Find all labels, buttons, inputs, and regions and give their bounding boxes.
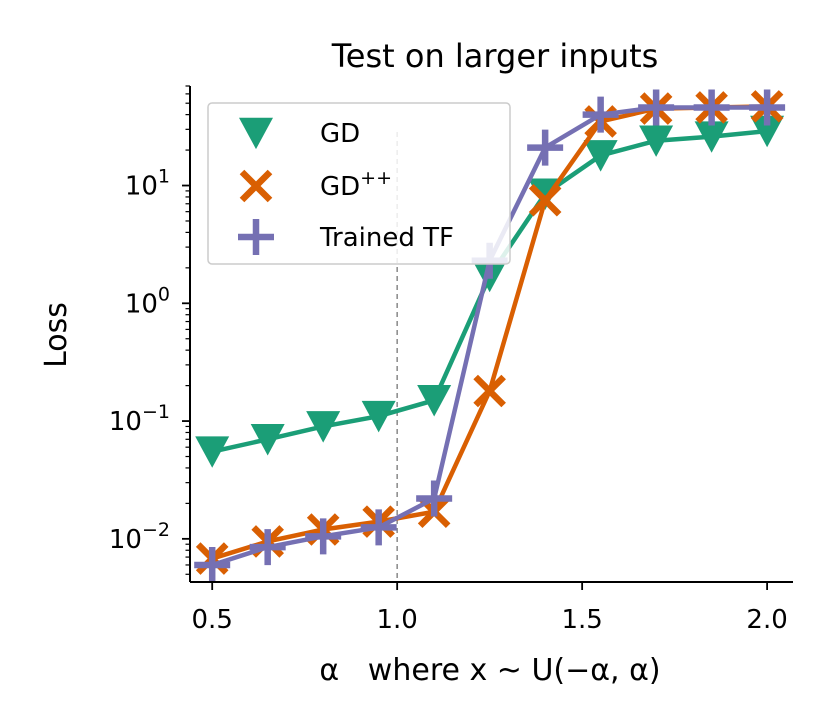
y-tick-label-3: 101 bbox=[125, 166, 170, 202]
legend: GD GD++ Trained TF bbox=[207, 102, 511, 265]
plot-area bbox=[194, 89, 786, 583]
legend-label-1: GD++ bbox=[320, 167, 392, 202]
series-2-point-7 bbox=[582, 96, 619, 133]
series-0-point-3 bbox=[361, 400, 396, 433]
chart-title: Test on larger inputs bbox=[331, 37, 659, 75]
x-tick-label-1: 1.0 bbox=[376, 605, 417, 635]
y-tick-label-1: 10−1 bbox=[109, 401, 170, 437]
series-0-point-9 bbox=[694, 121, 729, 153]
series-0-point-10 bbox=[750, 115, 785, 148]
axes: 0.5 1.0 1.5 2.0 10−2 10−1 100 101 bbox=[109, 85, 793, 635]
series-0-point-1 bbox=[250, 424, 285, 456]
series-0-point-2 bbox=[306, 411, 341, 443]
series-0-point-4 bbox=[417, 385, 452, 417]
series-1-point-5 bbox=[473, 374, 506, 408]
y-axis-label: Loss bbox=[39, 302, 74, 368]
x-tick-label-3: 2.0 bbox=[746, 605, 787, 635]
legend-marker-2 bbox=[238, 219, 274, 255]
x-tick-label-2: 1.5 bbox=[561, 605, 602, 635]
x-tick-label-0: 0.5 bbox=[192, 605, 233, 635]
series-2-point-1 bbox=[249, 529, 286, 566]
legend-marker-0 bbox=[239, 117, 273, 150]
series-2-point-10 bbox=[749, 89, 786, 126]
legend-marker-1 bbox=[239, 169, 273, 203]
series-2-point-3 bbox=[360, 509, 397, 546]
legend-box bbox=[207, 102, 511, 265]
series-2-point-0 bbox=[194, 546, 231, 583]
series-0-point-8 bbox=[639, 125, 674, 157]
legend-label-0: GD bbox=[320, 119, 360, 149]
series-1-point-6 bbox=[528, 183, 562, 217]
legend-label-2: Trained TF bbox=[319, 223, 454, 253]
series-2-point-2 bbox=[305, 518, 342, 555]
y-tick-label-0: 10−2 bbox=[109, 519, 170, 555]
y-tick-label-2: 100 bbox=[125, 283, 170, 319]
series-2-point-6 bbox=[527, 129, 564, 166]
x-axis-label: α where x ~ U(−α, α) bbox=[319, 653, 660, 688]
series-2-point-8 bbox=[638, 89, 675, 126]
series-2-point-9 bbox=[693, 89, 730, 126]
series-2-point-4 bbox=[416, 480, 453, 517]
series-0-point-7 bbox=[583, 140, 618, 172]
series-0-point-0 bbox=[195, 436, 230, 468]
